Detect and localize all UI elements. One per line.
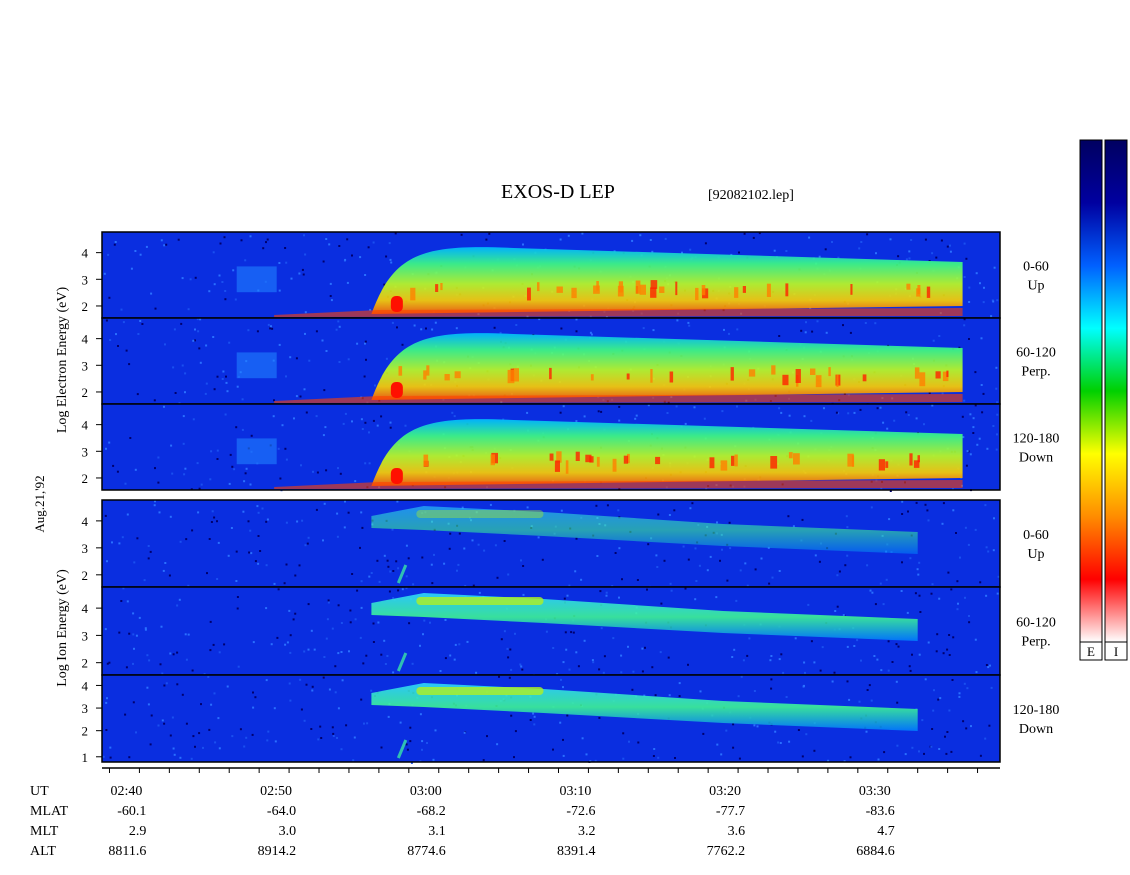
y-tick-label: 4: [82, 246, 89, 261]
ephemeris-value: 02:50: [260, 784, 292, 799]
ephemeris-value: 8391.4: [557, 844, 596, 859]
ephemeris-row-label: MLT: [30, 824, 59, 839]
pitch-direction-label: Up: [1027, 279, 1044, 294]
ephemeris-value: 8774.6: [407, 844, 446, 859]
ephemeris-value: 2.9: [129, 824, 147, 839]
colorbar-e: E: [1079, 139, 1103, 661]
ephemeris-value: 03:30: [859, 784, 891, 799]
pitch-range-label: 120-180: [1013, 703, 1060, 718]
ephemeris-row-label: UT: [30, 784, 49, 799]
y-tick-label: 3: [82, 358, 89, 373]
pitch-range-label: 60-120: [1016, 346, 1056, 361]
colorbar-i: I: [1104, 139, 1128, 661]
pitch-direction-label: Perp.: [1021, 635, 1050, 650]
ephemeris-value: 03:10: [560, 784, 592, 799]
pitch-range-label: 0-60: [1023, 260, 1049, 275]
pitch-range-label: 0-60: [1023, 528, 1049, 543]
ephemeris-value: 4.7: [877, 824, 895, 839]
panels-area: 2 3 4 0-60 Up 2 3 4 60-120 Perp. 2 3 4 120-180 Down 2 3 4…: [82, 231, 1060, 773]
ephemeris-value: 7762.2: [707, 844, 746, 859]
y-tick-label: 2: [82, 471, 89, 486]
spectrogram-panel: 2 3 4 60-120 Perp.: [82, 586, 1056, 677]
ephemeris-value: 03:00: [410, 784, 442, 799]
ephemeris-value: 6884.6: [856, 844, 895, 859]
y-tick-label: 2: [82, 299, 89, 314]
chart-title: EXOS-D LEP: [501, 181, 615, 203]
pitch-direction-label: Perp.: [1021, 365, 1050, 380]
ephemeris-value: 8914.2: [258, 844, 297, 859]
y-tick-label: 2: [82, 385, 89, 400]
y-tick-label: 4: [82, 418, 89, 433]
y-tick-label: 3: [82, 272, 89, 287]
y-tick-label: 3: [82, 628, 89, 643]
y-tick-label: 4: [82, 332, 89, 347]
y-tick-label: 3: [82, 541, 89, 556]
ephemeris-table: UT MLAT MLT ALT 02:40 02:50 03:00 03:10 03:20 03:…: [30, 784, 895, 859]
y-tick-label: 3: [82, 701, 89, 716]
ephemeris-value: -60.1: [117, 804, 146, 819]
colorbar-label: I: [1114, 644, 1118, 659]
ephemeris-value: -72.6: [566, 804, 595, 819]
ion-ylabel: Log Ion Energy (eV): [55, 569, 70, 687]
ephemeris-value: -83.6: [866, 804, 895, 819]
ephemeris-row-label: MLAT: [30, 804, 69, 819]
ephemeris-value: 02:40: [111, 784, 143, 799]
electron-ylabel: Log Electron Energy (eV): [55, 287, 70, 434]
pitch-range-label: 120-180: [1013, 432, 1060, 447]
y-tick-label: 3: [82, 444, 89, 459]
pitch-direction-label: Up: [1027, 547, 1044, 562]
y-tick-label: 4: [82, 601, 89, 616]
y-tick-label: 2: [82, 724, 89, 739]
ephemeris-row-label: ALT: [30, 844, 56, 859]
ephemeris-value: 3.1: [428, 824, 446, 839]
spectrogram-panel: 2 3 4 0-60 Up: [82, 231, 1049, 320]
ephemeris-value: -77.7: [716, 804, 745, 819]
ephemeris-value: 3.0: [279, 824, 297, 839]
pitch-range-label: 60-120: [1016, 616, 1056, 631]
ion-ylabel-text: Log Ion Energy (eV): [55, 569, 70, 687]
ephemeris-value: -64.0: [267, 804, 296, 819]
spectrogram-panel: 2 3 4 120-180 Down: [82, 403, 1060, 492]
ephemeris-value: 8811.6: [108, 844, 146, 859]
colorbar-label: E: [1087, 644, 1095, 659]
y-tick-label: 2: [82, 656, 89, 671]
filename-label: [92082102.lep]: [708, 188, 794, 203]
spectrogram-panel: 2 3 4 0-60 Up: [82, 499, 1049, 589]
date-label: Aug.21,'92: [32, 475, 47, 532]
ephemeris-value: -68.2: [417, 804, 446, 819]
spectrogram-panel: 1 2 3 4 120-180 Down: [82, 674, 1060, 765]
electron-ylabel-text: Log Electron Energy (eV): [55, 287, 70, 434]
y-tick-label: 4: [82, 514, 89, 529]
pitch-direction-label: Down: [1019, 451, 1053, 466]
pitch-direction-label: Down: [1019, 722, 1053, 737]
y-tick-label: 1: [82, 750, 89, 765]
y-tick-label: 2: [82, 568, 89, 583]
y-tick-label: 4: [82, 678, 89, 693]
ephemeris-value: 03:20: [709, 784, 741, 799]
ephemeris-value: 3.6: [728, 824, 746, 839]
ephemeris-value: 3.2: [578, 824, 596, 839]
spectrogram-panel: 2 3 4 60-120 Perp.: [82, 317, 1056, 406]
